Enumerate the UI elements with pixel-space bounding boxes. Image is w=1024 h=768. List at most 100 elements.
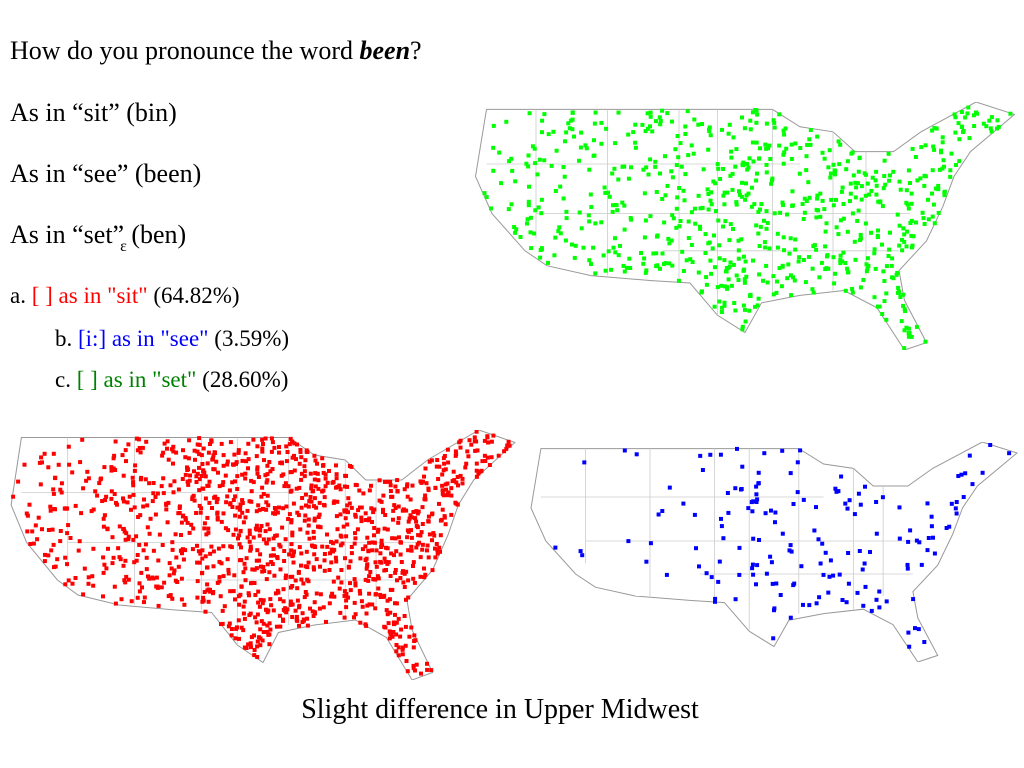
survey-dot xyxy=(183,516,188,520)
survey-dot xyxy=(258,552,263,557)
survey-dot xyxy=(781,235,786,240)
survey-dot xyxy=(385,527,390,532)
survey-dot xyxy=(33,523,38,528)
survey-dot xyxy=(884,291,889,296)
survey-dot xyxy=(236,618,241,623)
survey-dot xyxy=(93,489,98,494)
survey-dot xyxy=(897,179,902,184)
survey-dot xyxy=(713,181,718,186)
survey-dot xyxy=(551,129,556,134)
survey-dot xyxy=(234,626,239,631)
survey-dot xyxy=(302,474,307,479)
survey-dot xyxy=(254,454,259,459)
survey-dot xyxy=(925,501,930,506)
survey-dot xyxy=(923,143,928,148)
survey-dot xyxy=(360,547,365,552)
survey-dot xyxy=(611,245,616,250)
survey-dot xyxy=(750,562,755,567)
survey-dot xyxy=(442,461,447,466)
survey-dot xyxy=(782,150,787,155)
survey-dot xyxy=(91,507,96,512)
survey-dot xyxy=(238,505,243,510)
survey-dot xyxy=(97,481,102,486)
survey-dot xyxy=(425,548,429,553)
survey-dot xyxy=(269,603,274,608)
survey-dot xyxy=(297,605,301,610)
survey-dot xyxy=(734,273,739,278)
survey-dot xyxy=(154,575,159,580)
survey-dot xyxy=(123,580,128,585)
survey-dot xyxy=(386,621,391,626)
survey-dot xyxy=(782,132,787,137)
survey-dot xyxy=(398,576,403,580)
survey-dot xyxy=(887,247,892,252)
survey-dot xyxy=(333,555,338,560)
survey-dot xyxy=(727,122,732,127)
survey-dot xyxy=(66,578,71,583)
survey-dot xyxy=(737,192,742,197)
survey-dot xyxy=(288,602,293,607)
survey-dot xyxy=(442,454,447,458)
survey-dot xyxy=(254,523,259,528)
survey-dot xyxy=(456,483,460,488)
survey-dot xyxy=(717,256,722,261)
survey-dot xyxy=(105,527,110,532)
survey-dot xyxy=(897,536,902,541)
survey-dot xyxy=(216,546,221,551)
survey-dot xyxy=(865,181,870,186)
survey-dot xyxy=(414,519,419,524)
survey-dot xyxy=(332,594,337,599)
survey-dot xyxy=(788,543,793,548)
survey-dot xyxy=(275,588,280,593)
survey-dot xyxy=(334,539,339,544)
survey-dot xyxy=(750,566,755,571)
survey-dot xyxy=(255,471,260,476)
survey-dot xyxy=(803,280,808,285)
survey-dot xyxy=(190,497,195,501)
survey-dot xyxy=(258,627,263,632)
survey-dot xyxy=(610,171,615,176)
survey-dot xyxy=(888,173,892,178)
survey-dot xyxy=(301,581,306,586)
survey-dot xyxy=(151,548,156,553)
survey-dot xyxy=(785,212,789,217)
survey-dot xyxy=(419,480,424,485)
survey-dot xyxy=(214,459,219,464)
survey-dot xyxy=(284,504,289,509)
survey-dot xyxy=(295,598,300,603)
survey-dot xyxy=(356,508,361,513)
survey-dot xyxy=(757,156,762,161)
survey-dot xyxy=(653,164,658,169)
survey-dot xyxy=(591,245,596,250)
survey-dot xyxy=(337,586,342,591)
survey-dot xyxy=(344,605,349,610)
survey-dot xyxy=(869,608,874,613)
survey-dot xyxy=(818,191,823,196)
survey-dot xyxy=(859,197,864,202)
survey-dot xyxy=(303,564,308,569)
survey-dot xyxy=(199,506,204,511)
survey-dot xyxy=(438,533,443,538)
survey-dot xyxy=(352,541,357,546)
survey-dot xyxy=(46,465,51,470)
survey-dot xyxy=(283,537,288,542)
survey-dot xyxy=(703,232,708,237)
survey-dot xyxy=(281,506,286,511)
survey-dot xyxy=(269,436,274,441)
survey-dot xyxy=(288,574,293,579)
survey-dot xyxy=(868,550,872,554)
survey-dot xyxy=(929,514,934,519)
survey-dot xyxy=(762,451,767,456)
survey-dot xyxy=(219,441,224,446)
survey-dot xyxy=(787,251,792,256)
survey-dot xyxy=(539,246,544,251)
survey-dot xyxy=(599,141,604,146)
survey-dot xyxy=(674,163,679,167)
survey-dot xyxy=(206,450,211,455)
survey-dot xyxy=(138,450,143,455)
survey-dot xyxy=(288,599,293,604)
survey-dot xyxy=(153,495,158,499)
survey-dot xyxy=(909,218,914,223)
survey-dot xyxy=(78,460,83,465)
survey-dot xyxy=(435,548,440,553)
